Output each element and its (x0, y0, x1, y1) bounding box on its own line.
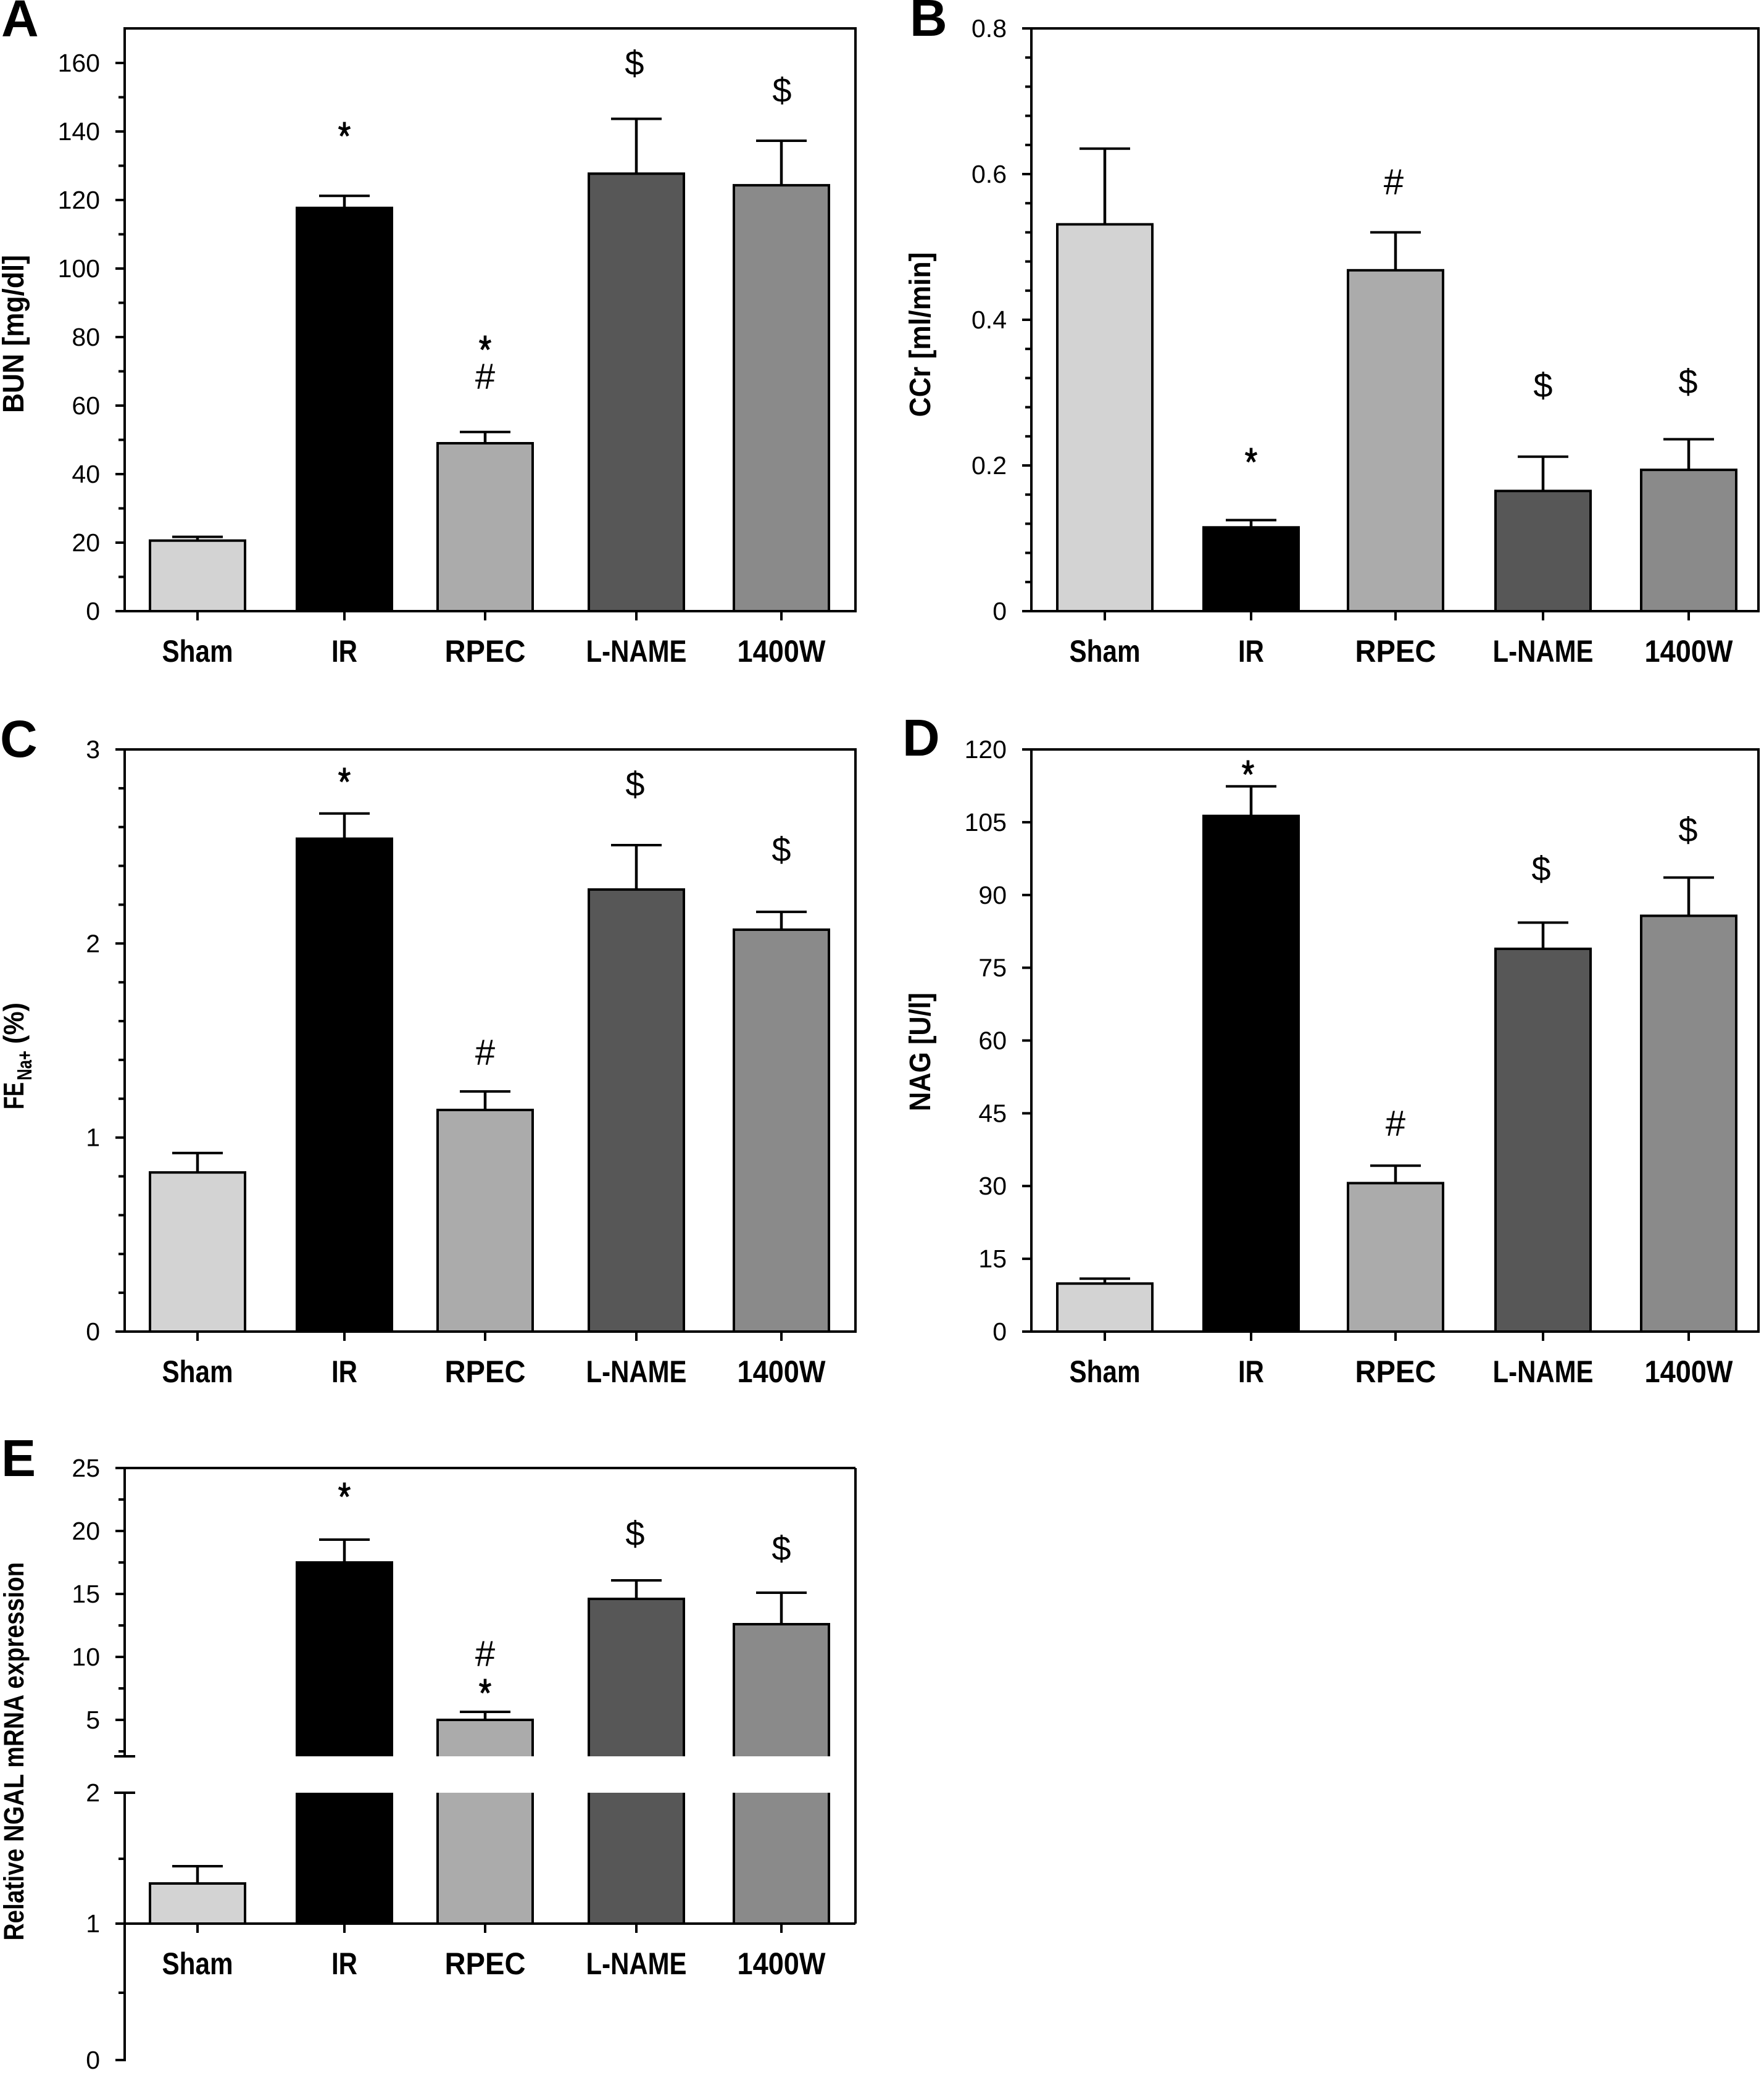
svg-text:B: B (910, 0, 947, 47)
svg-text:$: $ (625, 44, 644, 83)
svg-text:D: D (902, 709, 940, 767)
svg-text:L-NAME: L-NAME (586, 634, 687, 669)
svg-text:CCr [ml/min]: CCr [ml/min] (904, 252, 937, 417)
svg-text:RPEC: RPEC (445, 1946, 526, 1981)
svg-text:0.8: 0.8 (971, 14, 1007, 43)
svg-text:Relative NGAL mRNA expression: Relative NGAL mRNA expression (0, 1562, 30, 1941)
svg-text:#: # (475, 357, 495, 397)
svg-text:Sham: Sham (162, 634, 233, 669)
svg-text:Sham: Sham (1070, 634, 1141, 669)
svg-text:RPEC: RPEC (445, 1354, 526, 1389)
svg-text:Sham: Sham (162, 1354, 233, 1389)
svg-text:15: 15 (72, 1580, 100, 1608)
svg-text:$: $ (625, 765, 644, 804)
svg-text:L-NAME: L-NAME (1493, 634, 1594, 669)
svg-text:2: 2 (86, 929, 100, 957)
svg-text:0.4: 0.4 (971, 306, 1007, 334)
svg-text:#: # (1384, 162, 1404, 202)
svg-text:0.2: 0.2 (971, 451, 1007, 480)
svg-text:L-NAME: L-NAME (586, 1354, 687, 1389)
svg-text:$: $ (1531, 849, 1550, 888)
svg-text:L-NAME: L-NAME (586, 1946, 687, 1981)
svg-text:75: 75 (978, 954, 1007, 982)
svg-text:45: 45 (978, 1099, 1007, 1127)
svg-text:Sham: Sham (162, 1946, 233, 1981)
svg-text:(%): (%) (0, 1003, 30, 1044)
svg-text:60: 60 (72, 391, 100, 420)
svg-text:90: 90 (978, 881, 1007, 909)
svg-text:C: C (0, 710, 38, 768)
svg-text:FE: FE (0, 1082, 30, 1109)
svg-text:IR: IR (1238, 634, 1264, 669)
svg-text:2: 2 (86, 1779, 100, 1807)
svg-text:100: 100 (58, 254, 100, 283)
svg-text:120: 120 (965, 735, 1007, 764)
svg-text:#: # (1386, 1104, 1405, 1144)
svg-text:20: 20 (72, 1517, 100, 1545)
svg-text:40: 40 (72, 460, 100, 488)
svg-text:$: $ (1678, 811, 1697, 849)
svg-text:1400W: 1400W (738, 1354, 826, 1389)
svg-text:#: # (475, 1033, 495, 1073)
svg-text:0: 0 (86, 1317, 100, 1346)
svg-text:RPEC: RPEC (1355, 1354, 1436, 1389)
svg-text:NAG [U/l]: NAG [U/l] (904, 993, 937, 1111)
svg-text:80: 80 (72, 323, 100, 351)
svg-text:0: 0 (86, 597, 100, 625)
svg-text:20: 20 (72, 528, 100, 557)
svg-text:1400W: 1400W (1645, 634, 1734, 669)
svg-text:A: A (1, 0, 39, 48)
svg-text:1400W: 1400W (738, 634, 826, 669)
svg-text:30: 30 (978, 1172, 1007, 1200)
svg-text:140: 140 (58, 117, 100, 146)
svg-text:25: 25 (72, 1454, 100, 1482)
svg-text:0: 0 (992, 597, 1007, 625)
svg-text:RPEC: RPEC (445, 634, 526, 669)
svg-text:L-NAME: L-NAME (1493, 1354, 1594, 1389)
svg-text:$: $ (1533, 366, 1552, 405)
svg-text:$: $ (772, 1529, 791, 1568)
svg-text:0.6: 0.6 (971, 160, 1007, 188)
svg-text:RPEC: RPEC (1355, 634, 1436, 669)
svg-text:E: E (1, 1429, 36, 1487)
svg-text:3: 3 (86, 735, 100, 764)
svg-text:1400W: 1400W (738, 1946, 826, 1981)
svg-text:5: 5 (86, 1706, 100, 1734)
svg-text:10: 10 (72, 1643, 100, 1671)
svg-text:105: 105 (965, 808, 1007, 836)
svg-text:$: $ (625, 1514, 644, 1553)
svg-text:1: 1 (86, 1124, 100, 1152)
svg-text:IR: IR (331, 1354, 357, 1389)
svg-text:$: $ (772, 830, 791, 869)
svg-text:160: 160 (58, 49, 100, 77)
svg-text:1400W: 1400W (1645, 1354, 1734, 1389)
svg-text:Na+: Na+ (13, 1051, 36, 1080)
svg-text:$: $ (772, 71, 791, 110)
svg-text:0: 0 (86, 2046, 100, 2070)
svg-text:BUN [mg/dl]: BUN [mg/dl] (0, 255, 30, 413)
svg-text:IR: IR (331, 1946, 357, 1981)
svg-text:Sham: Sham (1070, 1354, 1141, 1389)
svg-text:$: $ (1678, 362, 1697, 401)
svg-text:IR: IR (1238, 1354, 1264, 1389)
svg-text:#: # (475, 1634, 495, 1674)
svg-text:120: 120 (58, 186, 100, 214)
svg-text:60: 60 (978, 1027, 1007, 1055)
svg-text:1: 1 (86, 1909, 100, 1938)
svg-text:15: 15 (978, 1245, 1007, 1273)
svg-text:IR: IR (331, 634, 357, 669)
svg-text:0: 0 (992, 1317, 1007, 1346)
